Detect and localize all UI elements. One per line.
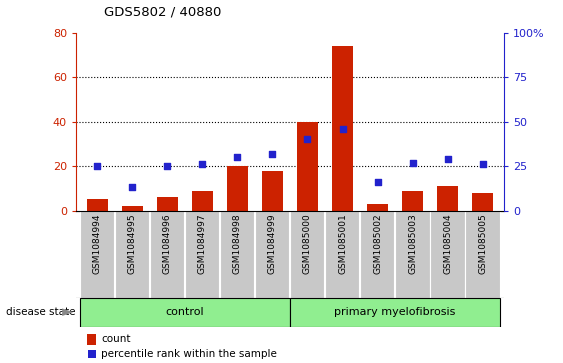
Bar xyxy=(220,211,254,298)
Bar xyxy=(402,191,423,211)
Bar xyxy=(192,191,213,211)
Bar xyxy=(465,211,500,298)
Bar xyxy=(227,166,248,211)
Point xyxy=(233,154,242,160)
Text: GSM1085004: GSM1085004 xyxy=(443,213,452,274)
Point xyxy=(92,163,101,169)
Point xyxy=(198,162,207,167)
Text: GSM1084998: GSM1084998 xyxy=(233,213,242,274)
Bar xyxy=(185,211,219,298)
Bar xyxy=(430,211,464,298)
Text: GSM1085003: GSM1085003 xyxy=(408,213,417,274)
Bar xyxy=(332,46,353,211)
Text: percentile rank within the sample: percentile rank within the sample xyxy=(101,349,277,359)
Bar xyxy=(437,186,458,211)
Bar xyxy=(262,171,283,211)
Text: GSM1084997: GSM1084997 xyxy=(198,213,207,274)
Bar xyxy=(255,211,289,298)
Bar xyxy=(87,199,108,211)
Text: GSM1085000: GSM1085000 xyxy=(303,213,312,274)
Text: GSM1084994: GSM1084994 xyxy=(92,213,101,274)
Bar xyxy=(290,298,501,327)
Point xyxy=(303,136,312,142)
Bar xyxy=(367,204,388,211)
Point xyxy=(128,184,137,190)
Bar xyxy=(157,197,178,211)
Point xyxy=(338,126,347,132)
Text: count: count xyxy=(101,334,131,344)
Point xyxy=(268,151,277,156)
Text: primary myelofibrosis: primary myelofibrosis xyxy=(334,307,456,317)
Bar xyxy=(79,298,290,327)
Text: GSM1085001: GSM1085001 xyxy=(338,213,347,274)
Text: control: control xyxy=(166,307,204,317)
Bar xyxy=(122,206,142,211)
Bar xyxy=(115,211,149,298)
Point xyxy=(373,179,382,185)
Point xyxy=(163,163,172,169)
Bar xyxy=(79,211,114,298)
Text: GSM1084996: GSM1084996 xyxy=(163,213,172,274)
Text: GSM1085002: GSM1085002 xyxy=(373,213,382,274)
Text: GSM1085005: GSM1085005 xyxy=(479,213,488,274)
Point xyxy=(443,156,452,162)
Text: GDS5802 / 40880: GDS5802 / 40880 xyxy=(104,5,221,18)
Bar xyxy=(395,211,430,298)
Bar xyxy=(472,193,493,211)
Bar xyxy=(325,211,359,298)
Bar xyxy=(290,211,324,298)
Text: GSM1084995: GSM1084995 xyxy=(128,213,137,274)
Point xyxy=(479,162,488,167)
Bar xyxy=(150,211,184,298)
Bar xyxy=(360,211,395,298)
Point xyxy=(408,160,417,166)
Text: GSM1084999: GSM1084999 xyxy=(268,213,277,274)
Bar xyxy=(297,122,318,211)
Text: disease state: disease state xyxy=(6,307,75,317)
